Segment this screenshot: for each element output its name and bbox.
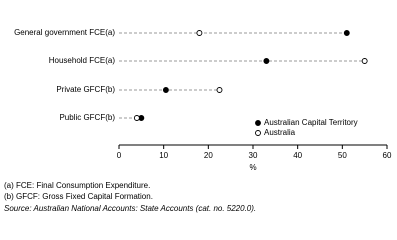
x-tick-label: 60 bbox=[383, 151, 392, 160]
category-label: General government FCE(a) bbox=[14, 28, 115, 37]
x-tick-label: 30 bbox=[249, 151, 258, 160]
x-tick-label: 0 bbox=[117, 151, 122, 160]
category-label: Public GFCF(b) bbox=[59, 113, 115, 122]
legend-marker bbox=[255, 130, 261, 136]
category-label: Private GFCF(b) bbox=[56, 85, 115, 94]
category-label: Household FCE(a) bbox=[49, 56, 116, 65]
x-tick-label: 40 bbox=[293, 151, 302, 160]
x-tick-label: 20 bbox=[204, 151, 213, 160]
dot bbox=[216, 87, 223, 93]
dot bbox=[343, 30, 350, 36]
legend-label: Australia bbox=[264, 128, 296, 137]
x-tick-label: 10 bbox=[159, 151, 168, 160]
x-axis-label: % bbox=[249, 163, 256, 172]
dot bbox=[133, 115, 140, 121]
legend-marker bbox=[255, 120, 261, 126]
dot bbox=[361, 58, 368, 64]
footnote: (a) FCE: Final Consumption Expenditure. bbox=[4, 181, 150, 190]
x-tick-label: 50 bbox=[338, 151, 347, 160]
footnote: (b) GFCF: Gross Fixed Capital Formation. bbox=[4, 192, 153, 201]
dot bbox=[263, 58, 270, 64]
page: % (a) FCE: Final Consumption Expenditure… bbox=[4, 28, 392, 214]
dot bbox=[196, 30, 203, 36]
source: Source: Australian National Accounts: St… bbox=[4, 204, 256, 213]
dot bbox=[162, 87, 169, 93]
legend-label: Australian Capital Territory bbox=[264, 118, 358, 127]
chart: % (a) FCE: Final Consumption Expenditure… bbox=[4, 28, 392, 213]
